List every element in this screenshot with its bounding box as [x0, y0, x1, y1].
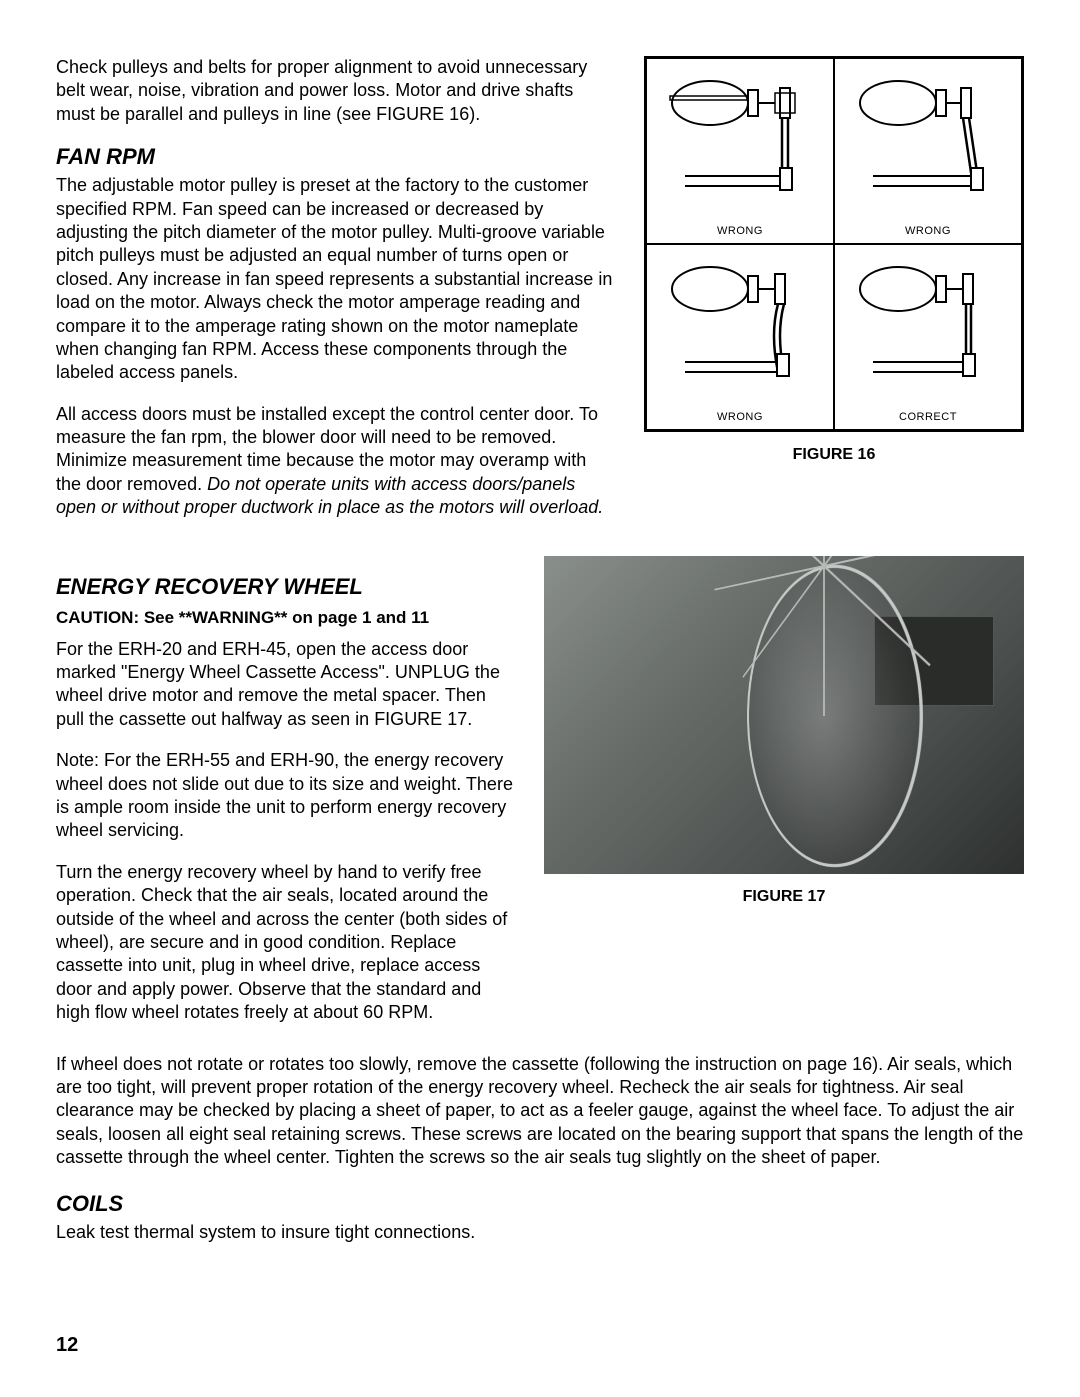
pulley-wrong-2-icon [843, 68, 1013, 213]
intro-paragraph: Check pulleys and belts for proper align… [56, 56, 614, 126]
erw-caution: CAUTION: See **WARNING** on page 1 and 1… [56, 608, 514, 628]
pulley-wrong-1-icon [655, 68, 825, 213]
coils-heading: COILS [56, 1191, 1024, 1217]
fig16-label-1: WRONG [835, 222, 1021, 243]
erw-para4: If wheel does not rotate or rotates too … [56, 1053, 1024, 1170]
erw-para2: Note: For the ERH-55 and ERH-90, the ene… [56, 749, 514, 843]
erw-heading: ENERGY RECOVERY WHEEL [56, 574, 514, 600]
pulley-wrong-3-icon [655, 254, 825, 399]
fig16-label-2: WRONG [647, 408, 833, 429]
fan-rpm-heading: FAN RPM [56, 144, 614, 170]
page-number: 12 [56, 1334, 78, 1357]
fig16-label-3: CORRECT [835, 408, 1021, 429]
figure-17-photo [544, 556, 1024, 874]
pulley-correct-icon [843, 254, 1013, 399]
fan-rpm-para2: All access doors must be installed excep… [56, 403, 614, 520]
coils-para: Leak test thermal system to insure tight… [56, 1221, 1024, 1244]
fan-rpm-para1: The adjustable motor pulley is preset at… [56, 174, 614, 385]
figure-16-diagram: WRONG [644, 56, 1024, 432]
figure-16-caption: FIGURE 16 [644, 446, 1024, 464]
erw-para3: Turn the energy recovery wheel by hand t… [56, 861, 514, 1025]
figure-17-caption: FIGURE 17 [544, 888, 1024, 906]
erw-para1: For the ERH-20 and ERH-45, open the acce… [56, 638, 514, 732]
fig16-label-0: WRONG [647, 222, 833, 243]
